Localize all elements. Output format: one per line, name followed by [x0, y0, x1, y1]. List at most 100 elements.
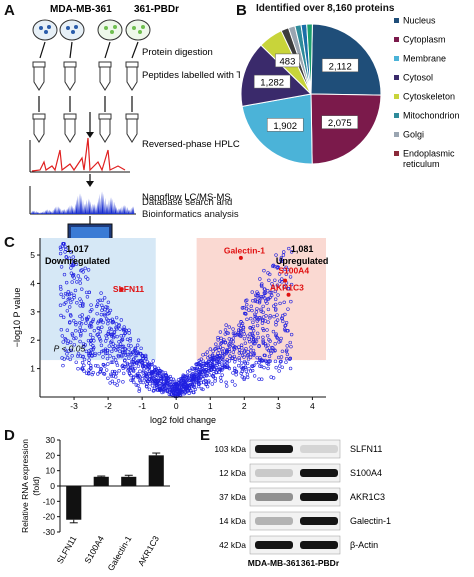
scatter-point [126, 362, 130, 367]
scatter-point [239, 323, 244, 328]
scatter-point [266, 366, 270, 371]
scatter-point [269, 290, 274, 295]
scatter-point [79, 299, 83, 303]
svg-text:Nucleus: Nucleus [403, 16, 436, 26]
scatter-point [165, 375, 169, 379]
scatter-point [81, 367, 85, 371]
scatter-point [58, 251, 63, 256]
scatter-point [240, 353, 245, 358]
scatter-point [273, 342, 277, 346]
scatter-point [225, 363, 230, 368]
scatter-point [88, 339, 93, 343]
scatter-point [90, 308, 94, 312]
scatter-point [177, 383, 181, 388]
scatter-point [286, 307, 290, 311]
scatter-point [273, 349, 277, 353]
scatter-point [69, 291, 73, 296]
scatter-point [60, 244, 64, 248]
scatter-point [104, 368, 109, 372]
scatter-point [122, 359, 127, 363]
up-label: Upregulated [276, 256, 329, 266]
scatter-point [198, 368, 202, 372]
scatter-point [130, 378, 135, 382]
scatter-point [205, 350, 210, 354]
scatter-point [250, 368, 255, 373]
blot-band [255, 541, 293, 549]
scatter-point [186, 383, 190, 388]
scatter-point [224, 380, 228, 384]
scatter-point [155, 369, 160, 374]
scatter-point [171, 377, 176, 381]
cell-line-label-1: MDA-MB-361 [50, 4, 112, 15]
scatter-point [236, 328, 241, 332]
y-tick-label: 0 [50, 481, 55, 491]
x-tick-label: -2 [104, 401, 112, 411]
pie-data-label: 1,282 [253, 74, 291, 89]
scatter-point [268, 339, 272, 343]
scatter-point [224, 323, 228, 327]
scatter-point [133, 346, 137, 351]
step-lcms: Nanoflow LC/MS-MS [142, 192, 231, 203]
scatter-point [231, 371, 235, 375]
scatter-point [92, 328, 97, 333]
scatter-point [279, 359, 283, 364]
scatter-point [117, 340, 121, 344]
scatter-point [164, 380, 169, 384]
scatter-point [97, 351, 101, 356]
scatter-point [111, 320, 116, 324]
scatter-point [250, 333, 255, 337]
scatter-point [80, 287, 84, 291]
scatter-point [261, 335, 265, 340]
scatter-point [268, 349, 273, 353]
scatter-point [127, 371, 132, 375]
scatter-point [105, 309, 109, 313]
scatter-point [75, 280, 79, 284]
scatter-point [164, 373, 169, 378]
scatter-point [255, 355, 259, 360]
scatter-point [64, 300, 68, 305]
scatter-point [251, 340, 255, 344]
scatter-point [218, 330, 223, 334]
blot-band [255, 445, 293, 453]
scatter-point [112, 371, 116, 376]
scatter-point [237, 358, 242, 362]
scatter-point [262, 315, 266, 319]
scatter-point [264, 344, 268, 348]
scatter-point [65, 328, 70, 332]
scatter-point [80, 317, 85, 321]
legend-item: Nucleus [394, 16, 436, 26]
scatter-point [207, 366, 211, 370]
y-axis-label-unit: (fold) [31, 476, 41, 496]
scatter-point [245, 361, 250, 366]
scatter-point [62, 357, 66, 361]
scatter-point [68, 305, 72, 309]
scatter-point [108, 354, 112, 358]
scatter-point [266, 307, 271, 312]
scatter-point [211, 349, 215, 353]
scatter-point [272, 304, 276, 308]
scatter-point [181, 376, 185, 381]
scatter-point [180, 381, 184, 385]
scatter-point [86, 338, 91, 343]
scatter-point [101, 371, 106, 376]
scatter-point [169, 383, 174, 387]
scatter-point [194, 379, 199, 383]
scatter-point [154, 381, 159, 386]
scatter-points [58, 241, 294, 399]
blot-band [300, 493, 338, 501]
scatter-point [118, 349, 122, 353]
scatter-point [237, 363, 241, 368]
blot-band [300, 445, 338, 453]
scatter-point [262, 291, 267, 296]
scatter-point [263, 353, 267, 358]
y-axis-label: Relative RNA expression [20, 439, 30, 533]
x-tick-label: S100A4 [82, 534, 106, 565]
scatter-point [150, 369, 154, 374]
scatter-point [123, 331, 127, 336]
scatter-point [113, 381, 117, 386]
y-tick-label: 10 [46, 466, 56, 476]
scatter-point [61, 295, 66, 299]
kda-label: 14 kDa [219, 516, 246, 526]
scatter-point [104, 339, 108, 343]
scatter-point [67, 349, 71, 353]
